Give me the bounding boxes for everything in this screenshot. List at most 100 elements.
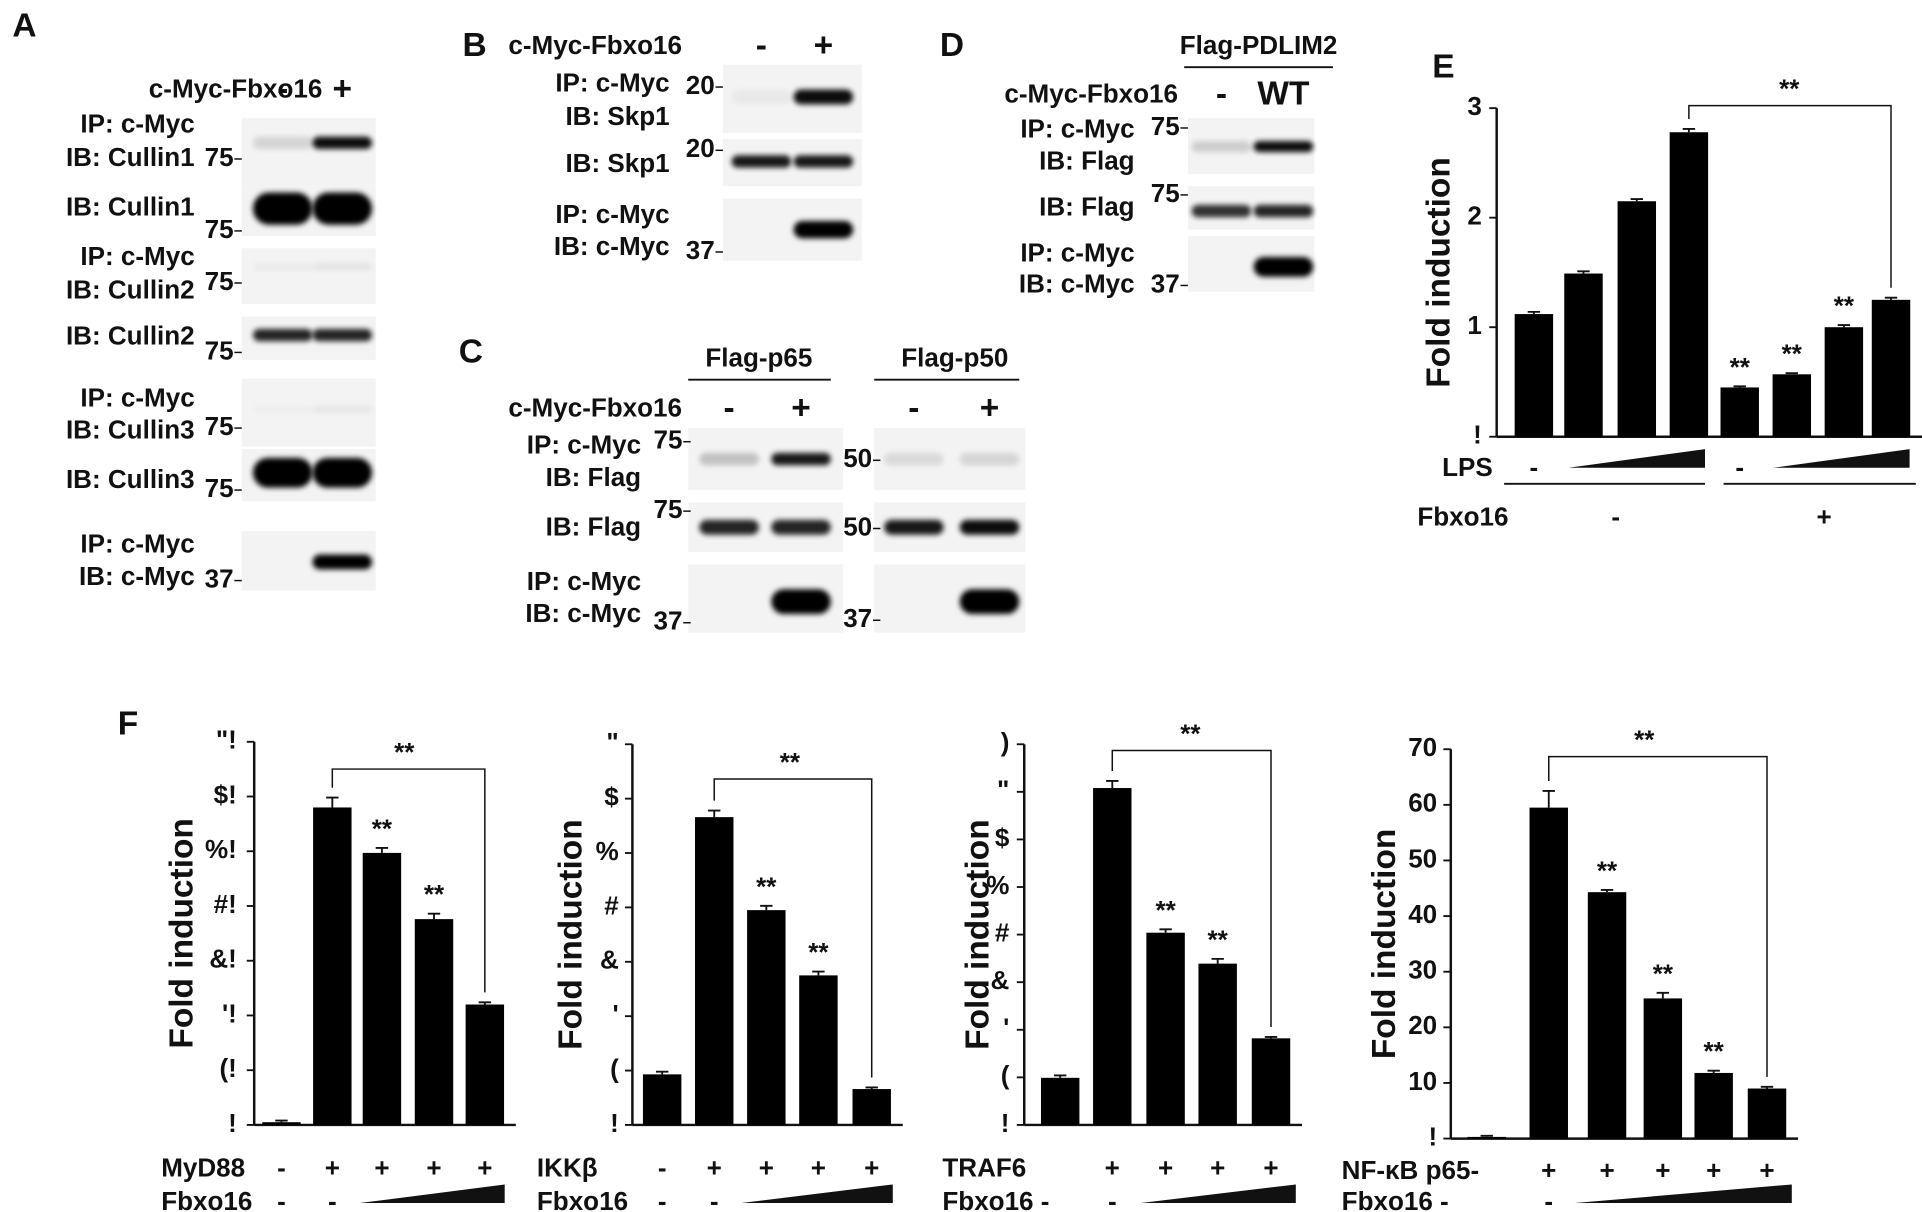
lane-header: c-Myc-Fbxo16 <box>508 30 682 60</box>
error-bar <box>1884 296 1898 300</box>
row-label: IB: Flag <box>546 462 641 492</box>
error-bar <box>1656 991 1670 999</box>
row-sign: - <box>1530 452 1539 482</box>
band <box>1191 141 1252 153</box>
row-label: IB: c-Myc <box>554 231 670 261</box>
row-name: Fbxo16 <box>537 1186 628 1212</box>
band <box>771 519 831 535</box>
y-tick-label: 60 <box>1408 788 1437 818</box>
band <box>1253 141 1314 153</box>
row-label: IB: Flag <box>1039 191 1134 221</box>
significance-label: ** <box>372 813 393 843</box>
row-label: IB: Cullin1 <box>66 191 195 221</box>
bracket <box>1688 104 1892 288</box>
error-bar <box>865 1086 878 1090</box>
bar <box>1040 1077 1080 1125</box>
row-sign: + <box>1816 501 1831 531</box>
bar <box>1669 132 1709 437</box>
bar <box>799 975 838 1125</box>
error-bar <box>1760 1085 1774 1089</box>
bar <box>852 1089 891 1125</box>
band <box>793 155 854 168</box>
row-name: NF-κB p65- <box>1342 1155 1479 1185</box>
y-tick-label: ! <box>228 1108 237 1138</box>
row-label: IB: c-Myc <box>1019 268 1135 298</box>
row-label: IP: c-Myc <box>80 382 194 412</box>
row-name: Fbxo16 <box>161 1186 252 1212</box>
y-tick-label: ! <box>1473 420 1482 450</box>
row-label: IP: c-Myc <box>80 529 194 559</box>
bracket <box>713 778 873 1078</box>
row-sign: + <box>1105 1152 1120 1182</box>
error-bar <box>708 809 721 818</box>
y-tick-label: &! <box>209 944 236 974</box>
error-bar <box>1630 198 1643 202</box>
marker-label: 75 <box>653 494 682 524</box>
y-tick-label: 20 <box>1408 1010 1437 1040</box>
bar <box>695 817 734 1125</box>
bracket-label: ** <box>394 737 415 767</box>
row-label: IP: c-Myc <box>527 430 641 460</box>
band <box>252 192 313 225</box>
bar <box>465 1004 505 1125</box>
bracket <box>331 768 486 993</box>
band <box>884 519 944 535</box>
marker-label: 37 <box>653 606 682 636</box>
row-sign: + <box>1210 1152 1225 1182</box>
error-bar <box>1159 928 1172 933</box>
y-tick-label: % <box>986 870 1009 900</box>
error-bar <box>1600 889 1614 893</box>
y-tick-label: & <box>600 945 619 975</box>
y-tick-label: ) <box>1001 727 1010 757</box>
y-tick-label: $ <box>604 782 619 812</box>
significance-label: ** <box>424 879 445 909</box>
marker-label: 75 <box>205 411 234 441</box>
band <box>1191 204 1252 218</box>
row-sign: - <box>1611 501 1620 531</box>
row-sign: - <box>710 1186 719 1212</box>
row-label: IP: c-Myc <box>1020 113 1134 143</box>
dose-wedge <box>1574 1184 1792 1204</box>
bracket-label: ** <box>1634 725 1655 755</box>
band <box>959 519 1020 535</box>
marker-label: 50 <box>843 443 872 473</box>
row-label: IP: c-Myc <box>555 199 669 229</box>
lane-sign: - <box>908 389 919 426</box>
band <box>771 589 831 615</box>
band <box>312 554 372 570</box>
lane-sign: - <box>277 71 288 108</box>
bar <box>1093 788 1132 1125</box>
row-label: IB: c-Myc <box>525 598 641 628</box>
panel-letter: A <box>12 7 36 44</box>
error-bar <box>478 1001 492 1005</box>
lane-sign: + <box>791 389 811 426</box>
y-tick-label: ' <box>1003 1013 1009 1043</box>
band <box>793 220 854 239</box>
y-tick-label: % <box>596 836 619 866</box>
error-bar <box>1733 385 1746 388</box>
row-label: IB: Cullin3 <box>66 415 195 445</box>
bar <box>414 919 454 1125</box>
row-sign: + <box>707 1152 722 1182</box>
marker-label: 75 <box>1151 111 1180 141</box>
bar <box>362 852 402 1125</box>
y-tick-label: 2 <box>1467 201 1481 231</box>
panel-letter: C <box>459 334 483 371</box>
y-tick-label: '! <box>222 998 237 1028</box>
bar <box>1587 892 1627 1139</box>
bar <box>1824 327 1864 437</box>
error-bar <box>1707 1069 1720 1073</box>
y-axis-label: Fold induction <box>163 818 200 1049</box>
row-name: LPS <box>1442 452 1493 482</box>
lane-sign: WT <box>1257 76 1310 113</box>
marker-label: 37 <box>1151 268 1180 298</box>
error-bar <box>760 904 773 911</box>
y-tick-label: $ <box>995 822 1010 852</box>
bar <box>642 1074 682 1125</box>
bracket-label: ** <box>1180 718 1201 748</box>
row-label: IB: Flag <box>546 511 641 541</box>
significance-label: ** <box>1597 855 1618 885</box>
error-bar <box>275 1119 288 1123</box>
row-sign: + <box>374 1152 389 1182</box>
row-name: Fbxo16 <box>1417 501 1508 531</box>
